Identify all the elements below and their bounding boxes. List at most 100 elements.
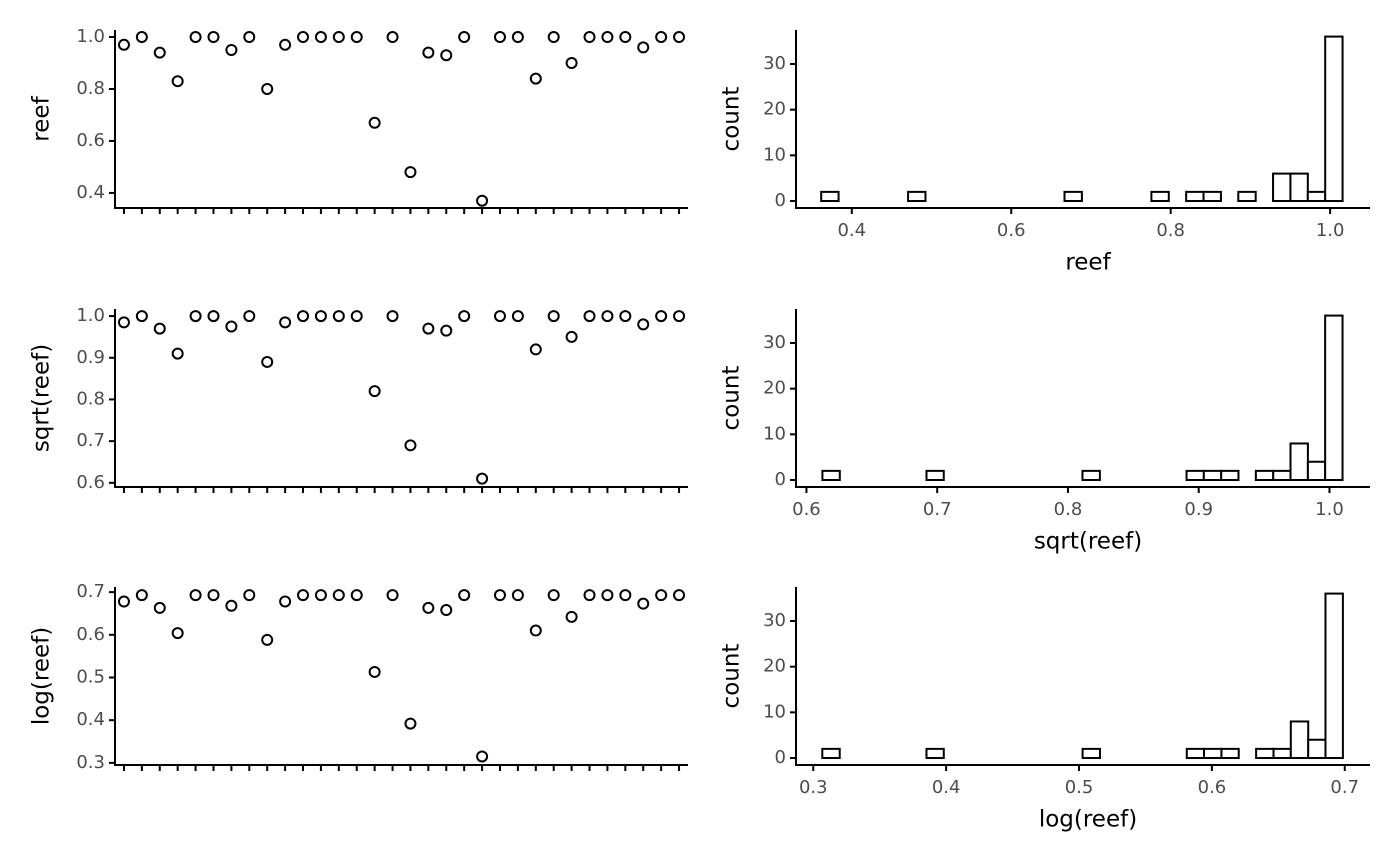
point — [673, 589, 686, 602]
y-tick-label: 0.7 — [76, 430, 105, 451]
point — [261, 82, 274, 95]
point — [673, 310, 686, 323]
point — [655, 589, 668, 602]
point — [135, 589, 148, 602]
x-axis-label: sqrt(reef) — [1034, 529, 1142, 555]
point — [314, 589, 327, 602]
bar — [1272, 469, 1292, 482]
bar — [821, 747, 841, 760]
point — [583, 589, 596, 602]
y-tick-label: 10 — [763, 144, 786, 165]
y-tick-label: 0.6 — [76, 130, 105, 151]
bar — [1063, 190, 1083, 203]
point — [404, 717, 417, 730]
point — [440, 49, 453, 62]
x-tick-label: 0.4 — [837, 220, 866, 241]
bar — [1081, 747, 1102, 760]
point — [619, 589, 632, 602]
y-tick-label: 0.6 — [76, 472, 105, 493]
point — [422, 46, 435, 59]
point — [332, 310, 345, 323]
y-axis-label: reef — [29, 95, 55, 141]
point — [279, 595, 292, 608]
point — [673, 31, 686, 44]
point — [117, 38, 130, 51]
x-tick-label: 0.4 — [932, 777, 961, 798]
point — [493, 589, 506, 602]
x-tick-label: 1.0 — [1315, 499, 1344, 520]
bar — [1237, 190, 1257, 203]
point — [261, 633, 274, 646]
bar — [1289, 172, 1309, 203]
point — [458, 310, 471, 323]
y-tick-label: 0.7 — [76, 581, 105, 602]
point — [243, 310, 256, 323]
x-axis-label: reef — [1065, 250, 1111, 276]
bar — [1306, 190, 1327, 203]
point — [547, 310, 560, 323]
point — [529, 624, 542, 637]
y-tick-label: 10 — [763, 423, 786, 444]
x-tick-label: 0.9 — [1184, 499, 1213, 520]
point — [601, 310, 614, 323]
point — [350, 589, 363, 602]
bar — [1306, 460, 1327, 482]
point — [279, 316, 292, 329]
bar — [1185, 469, 1205, 482]
bar — [907, 190, 927, 203]
bar — [1307, 738, 1327, 760]
point — [350, 310, 363, 323]
point — [386, 31, 399, 44]
point — [404, 166, 417, 179]
point — [440, 324, 453, 337]
bar — [1150, 190, 1170, 203]
point — [189, 31, 202, 44]
point — [458, 31, 471, 44]
point — [189, 310, 202, 323]
point — [171, 627, 184, 640]
y-axis-label: log(reef) — [29, 627, 55, 725]
point — [225, 320, 238, 333]
y-tick-label: 20 — [763, 99, 786, 120]
bar — [820, 190, 840, 203]
point — [135, 310, 148, 323]
point — [511, 31, 524, 44]
x-tick-label: 1.0 — [1316, 220, 1345, 241]
point — [529, 72, 542, 85]
bar — [1289, 442, 1309, 482]
bar — [925, 747, 945, 760]
point — [476, 472, 489, 485]
bar — [1272, 747, 1292, 760]
point — [601, 589, 614, 602]
bar — [1185, 747, 1206, 760]
x-tick-label: 0.7 — [1330, 777, 1359, 798]
x-tick-label: 0.6 — [997, 220, 1026, 241]
point — [171, 347, 184, 360]
point — [547, 589, 560, 602]
y-axis-label: count — [719, 366, 745, 431]
point — [619, 31, 632, 44]
point — [117, 316, 130, 329]
x-tick-label: 0.8 — [1054, 499, 1083, 520]
point — [565, 57, 578, 70]
point — [404, 439, 417, 452]
point — [529, 343, 542, 356]
point — [153, 46, 166, 59]
x-tick-label: 0.3 — [799, 777, 828, 798]
point — [297, 589, 310, 602]
point — [297, 310, 310, 323]
point — [368, 665, 381, 678]
bar — [1185, 190, 1205, 203]
point — [261, 355, 274, 368]
y-tick-label: 30 — [763, 610, 786, 631]
y-tick-label: 20 — [763, 378, 786, 399]
point — [314, 310, 327, 323]
point — [368, 385, 381, 398]
y-tick-label: 0.3 — [76, 752, 105, 773]
y-tick-label: 0 — [775, 747, 786, 768]
point — [189, 589, 202, 602]
point — [368, 116, 381, 129]
y-tick-label: 0.8 — [76, 388, 105, 409]
y-tick-label: 10 — [763, 701, 786, 722]
